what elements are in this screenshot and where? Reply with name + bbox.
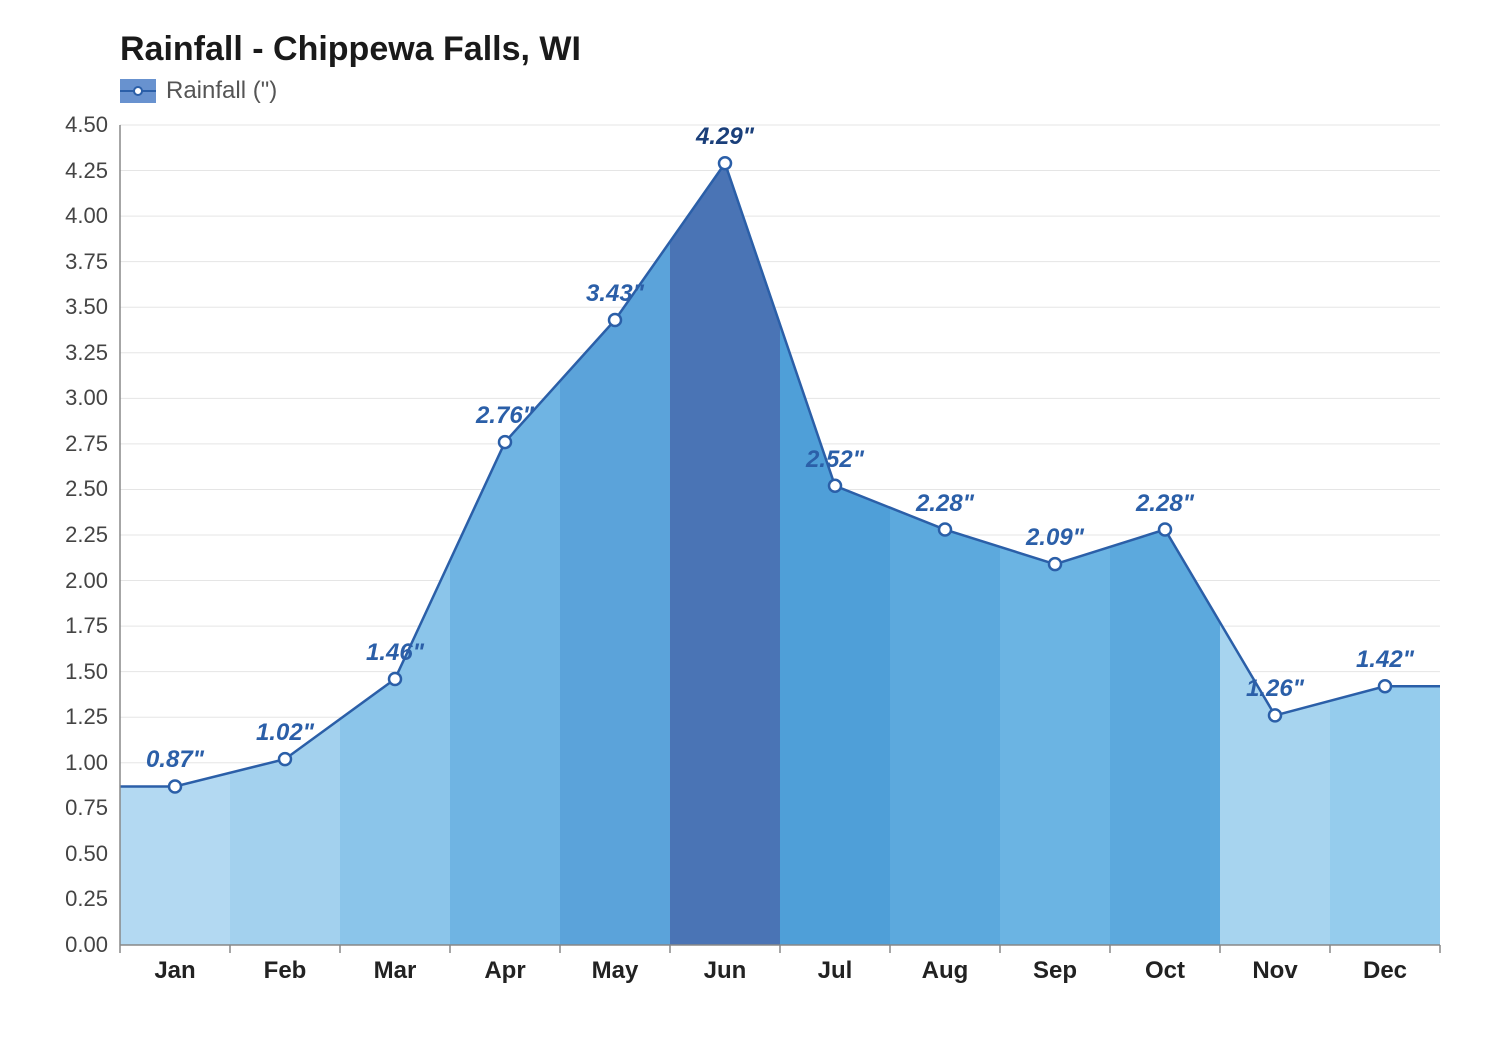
x-tick-label: Mar bbox=[374, 945, 417, 985]
data-label: 3.43" bbox=[586, 280, 644, 318]
y-tick-label: 0.25 bbox=[65, 886, 120, 912]
x-tick-label: Aug bbox=[922, 945, 969, 985]
x-tick-label: Apr bbox=[484, 945, 525, 985]
bar-sep bbox=[1000, 547, 1110, 945]
legend-marker-icon bbox=[133, 86, 143, 96]
bar-aug bbox=[890, 508, 1000, 945]
y-tick-label: 0.75 bbox=[65, 795, 120, 821]
bar-nov bbox=[1220, 622, 1330, 945]
y-tick-label: 2.50 bbox=[65, 476, 120, 502]
plot-area: 0.000.250.500.751.001.251.501.752.002.25… bbox=[120, 125, 1440, 945]
bar-jun bbox=[670, 163, 780, 945]
chart-legend: Rainfall (") bbox=[120, 77, 1460, 105]
bar-may bbox=[560, 242, 670, 945]
y-tick-label: 3.75 bbox=[65, 249, 120, 275]
bar-mar bbox=[340, 561, 450, 945]
bar-jul bbox=[780, 325, 890, 945]
y-tick-label: 2.00 bbox=[65, 568, 120, 594]
x-tick-label: Sep bbox=[1033, 945, 1077, 985]
y-tick-label: 4.00 bbox=[65, 203, 120, 229]
y-tick-label: 1.75 bbox=[65, 613, 120, 639]
bar-oct bbox=[1110, 530, 1220, 945]
data-label: 4.29" bbox=[696, 123, 754, 161]
y-tick-label: 4.25 bbox=[65, 158, 120, 184]
x-tick-label: Nov bbox=[1252, 945, 1297, 985]
data-label: 1.02" bbox=[256, 719, 314, 757]
y-tick-label: 1.00 bbox=[65, 750, 120, 776]
data-label: 1.42" bbox=[1356, 646, 1414, 684]
data-label: 2.52" bbox=[806, 446, 864, 484]
y-tick-label: 3.25 bbox=[65, 340, 120, 366]
y-tick-label: 0.50 bbox=[65, 841, 120, 867]
x-tick-label: Feb bbox=[264, 945, 307, 985]
x-tick-label: Oct bbox=[1145, 945, 1185, 985]
legend-label: Rainfall (") bbox=[166, 77, 277, 105]
chart-title: Rainfall - Chippewa Falls, WI bbox=[120, 30, 1460, 69]
y-tick-label: 2.25 bbox=[65, 522, 120, 548]
y-tick-label: 4.50 bbox=[65, 112, 120, 138]
data-label: 2.28" bbox=[1136, 490, 1194, 528]
data-label: 0.87" bbox=[146, 746, 204, 784]
data-label: 2.09" bbox=[1026, 524, 1084, 562]
x-tick-label: Jul bbox=[818, 945, 853, 985]
y-tick-label: 1.25 bbox=[65, 704, 120, 730]
y-tick-label: 0.00 bbox=[65, 932, 120, 958]
data-label: 1.46" bbox=[366, 639, 424, 677]
x-tick-label: Dec bbox=[1363, 945, 1407, 985]
y-tick-label: 3.50 bbox=[65, 294, 120, 320]
legend-swatch bbox=[120, 79, 156, 103]
x-tick-label: May bbox=[592, 945, 639, 985]
data-label: 2.76" bbox=[476, 402, 534, 440]
bar-apr bbox=[450, 381, 560, 945]
data-label: 2.28" bbox=[916, 490, 974, 528]
rainfall-chart: Rainfall - Chippewa Falls, WI Rainfall (… bbox=[0, 0, 1500, 1050]
x-tick-label: Jan bbox=[154, 945, 195, 985]
y-tick-label: 3.00 bbox=[65, 385, 120, 411]
data-label: 1.26" bbox=[1246, 675, 1304, 713]
x-tick-label: Jun bbox=[704, 945, 747, 985]
bar-jan bbox=[120, 773, 230, 945]
y-tick-label: 2.75 bbox=[65, 431, 120, 457]
y-tick-label: 1.50 bbox=[65, 659, 120, 685]
bar-dec bbox=[1330, 686, 1440, 945]
